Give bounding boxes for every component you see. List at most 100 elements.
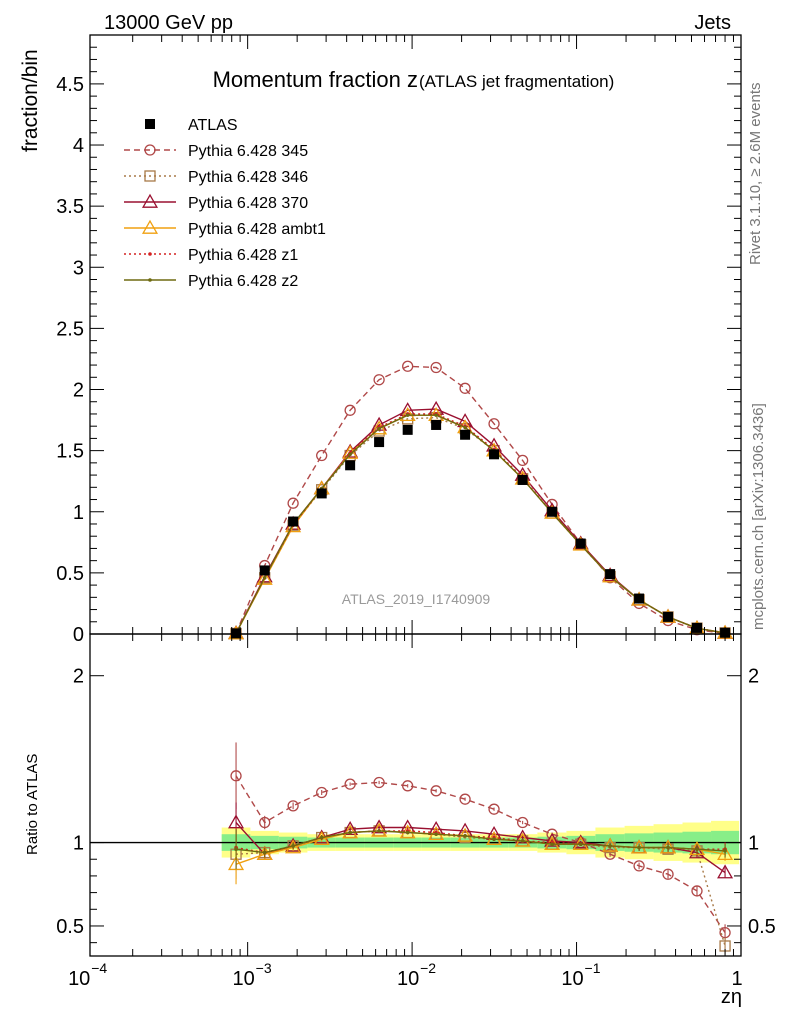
ratio-point-5 (550, 842, 554, 847)
ratio-point-0 (516, 816, 529, 829)
legend: ATLAS Pythia 6.428 345 Pythia 6.428 346 Pyt… (124, 117, 326, 290)
ratio-point-0 (430, 785, 442, 797)
y-tick-label: 1 (73, 502, 84, 524)
legend-label-0: Pythia 6.428 345 (188, 143, 308, 160)
ratio-point-0 (719, 926, 731, 939)
ratio-point-0 (459, 793, 471, 805)
ratio-point-5 (492, 837, 496, 842)
series-point-0 (344, 404, 356, 416)
series-point-0 (402, 360, 414, 372)
ratio-point-5 (463, 834, 467, 838)
data-point (374, 437, 385, 448)
ratio-point-0 (402, 780, 414, 792)
ratio-frame (89, 633, 742, 957)
data-point (517, 474, 528, 485)
ratio-point-2 (544, 832, 561, 847)
legend-label-4: Pythia 6.428 z1 (188, 247, 298, 264)
analysis-watermark: ATLAS_2019_I1740909 (342, 591, 491, 607)
data-point (460, 429, 471, 440)
ratio-point-0 (373, 776, 385, 789)
ratio-tick-label-right: 1 (748, 833, 759, 855)
ratio-point-5 (637, 845, 641, 850)
rivet-label: Rivet 3.1.10, ≥ 2.6M events (747, 83, 764, 266)
ratio-point-5 (434, 832, 438, 837)
series-point-5 (348, 452, 352, 457)
ratio-point-3 (228, 856, 245, 871)
ratio-point-2 (688, 844, 706, 859)
ratio-point-5 (608, 844, 612, 848)
ratio-point-5 (520, 839, 525, 843)
ratio-tick-label: 2 (73, 666, 84, 688)
data-point (634, 593, 645, 604)
axes: 10 −4 10 −3 10 −2 10 −1 100.511.522.533.544.50.5… (56, 34, 776, 990)
ratio-point-2 (342, 820, 359, 836)
series-point-0 (373, 374, 385, 386)
legend-marker-3 (141, 219, 159, 234)
legend-marker-1 (144, 170, 156, 182)
legend-label-data: ATLAS (188, 117, 238, 134)
series-point-5 (262, 575, 267, 580)
chart-title-sub: (ATLAS jet fragmentation) (419, 72, 614, 91)
ratio-point-2 (514, 829, 531, 844)
ratio-point-5 (377, 829, 381, 833)
ratio-tick-label: 0.5 (56, 916, 84, 938)
ratio-point-0 (316, 786, 328, 799)
ratio-point-0 (287, 800, 299, 812)
ratio-tick-label-right: 0.5 (748, 916, 776, 938)
ratio-tick-label: 1 (73, 833, 84, 855)
series-point-0 (488, 418, 500, 430)
series-point-0 (287, 497, 299, 509)
ratio-point-3 (256, 846, 273, 861)
x-tick-label-exponent: −3 (256, 960, 272, 976)
ratio-plot (90, 742, 741, 955)
series-point-3 (256, 570, 273, 585)
legend-marker-2 (141, 193, 159, 208)
x-tick-label: 10 (397, 968, 419, 990)
ratio-point-2 (717, 864, 734, 879)
y-tick-label: 2 (73, 380, 84, 402)
data-point (345, 460, 356, 471)
data-point (431, 419, 442, 430)
series-point-3 (399, 406, 416, 422)
series-point-3 (371, 420, 388, 435)
x-tick-label: 10 (68, 968, 90, 990)
ratio-point-0 (344, 778, 356, 790)
series-point-5 (463, 425, 467, 430)
ratio-point-3 (572, 836, 589, 851)
legend-marker-0 (144, 144, 156, 156)
y-tick-label: 4 (73, 135, 84, 157)
legend-marker-4 (148, 252, 152, 256)
legend-label-5: Pythia 6.428 z2 (188, 273, 298, 290)
ratio-point-5 (723, 849, 727, 853)
ratio-point-5 (578, 842, 583, 847)
y-tick-label: 0 (73, 624, 84, 646)
series-point-5 (434, 413, 438, 417)
y-tick-label: 1.5 (56, 441, 84, 463)
energy-label: 13000 GeV pp (104, 12, 233, 34)
legend-marker-data (145, 119, 155, 129)
legend-label-3: Pythia 6.428 ambt1 (188, 221, 326, 238)
data-point (259, 565, 270, 576)
x-tick-label-exponent: −2 (420, 960, 436, 976)
ratio-point-5 (666, 845, 670, 850)
ratio-point-3 (631, 839, 648, 854)
data-point (288, 516, 299, 527)
ratio-point-0 (259, 816, 271, 829)
data-point (489, 449, 500, 460)
x-axis-label: zη (721, 986, 742, 1008)
ratio-point-5 (405, 830, 410, 835)
ratio-point-5 (348, 830, 352, 835)
ratio-point-5 (695, 847, 699, 852)
x-tick-label: 10 (233, 968, 255, 990)
ratio-point-5 (319, 835, 324, 840)
y-tick-label: 2.5 (56, 318, 84, 340)
ratio-point-2 (371, 819, 388, 834)
y-tick-label: 3 (73, 257, 84, 279)
ratio-point-3 (371, 822, 388, 837)
series-point-0 (516, 454, 529, 467)
data-point (691, 622, 702, 633)
series-point-0 (459, 382, 471, 394)
y-tick-label: 4.5 (56, 74, 84, 96)
x-tick-label-exponent: −1 (585, 960, 601, 976)
